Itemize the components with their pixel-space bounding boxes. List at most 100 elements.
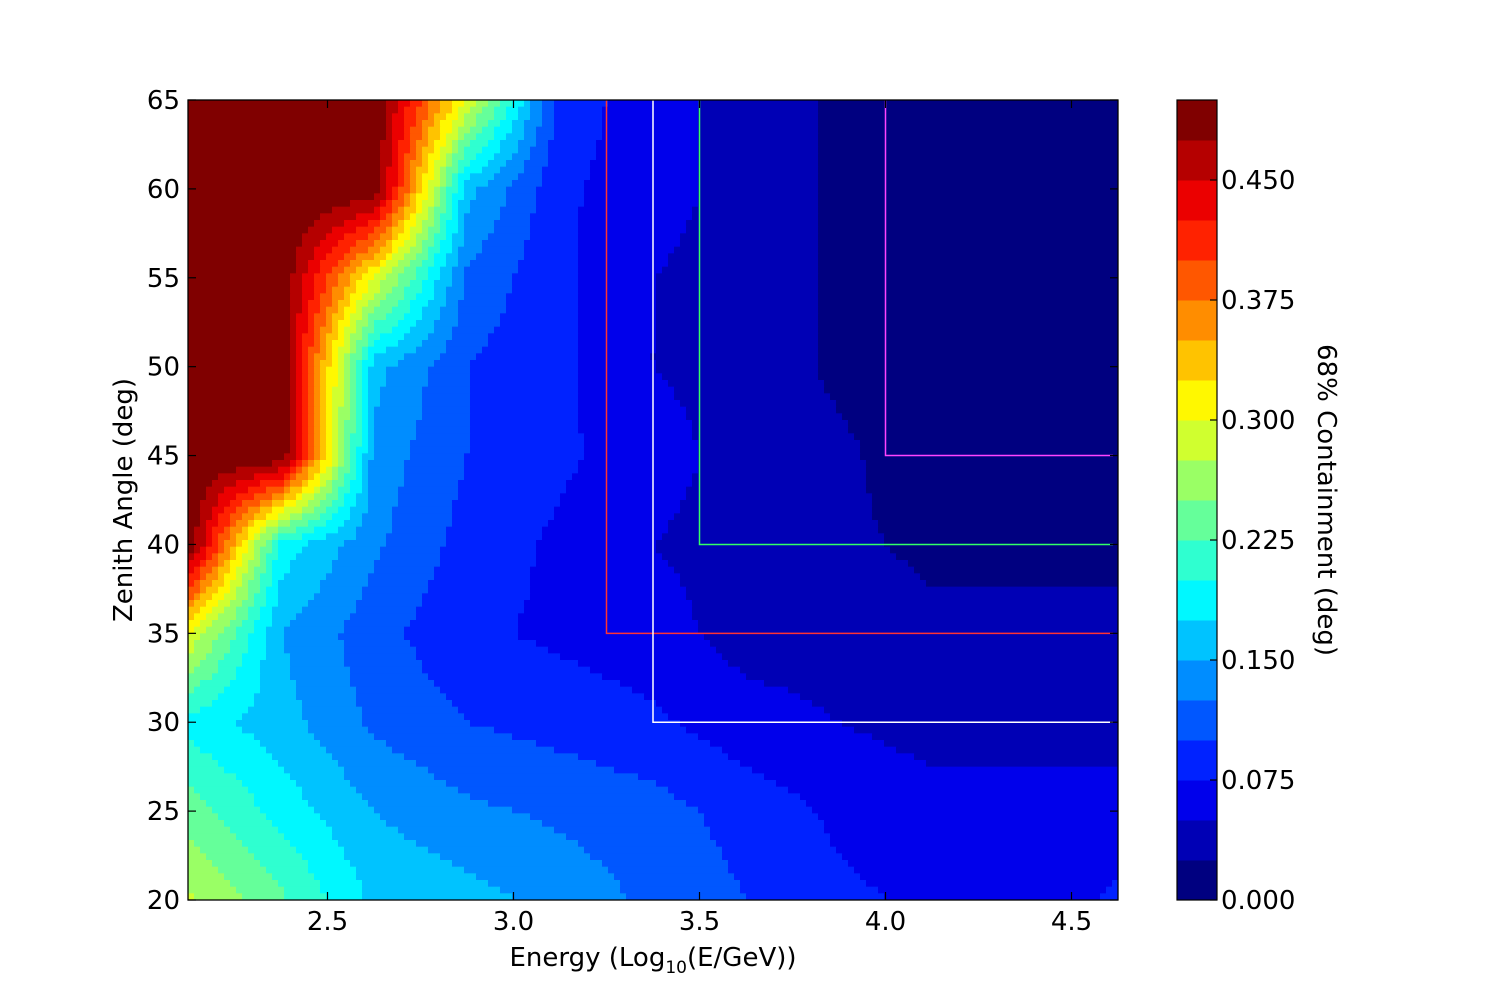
contour-cell (314, 400, 321, 408)
contour-cell (308, 446, 315, 454)
contour-cell (854, 433, 1118, 441)
contour-cell (188, 373, 291, 381)
contour-cell (326, 820, 387, 828)
contour-cell (488, 160, 507, 168)
contour-cell (698, 460, 867, 468)
contour-cell (248, 846, 297, 854)
overlay-box (605, 100, 1113, 635)
contour-cell (188, 453, 285, 461)
contour-cell (290, 400, 297, 408)
contour-cell (524, 120, 543, 128)
contour-cell (506, 200, 537, 208)
contour-cell (320, 260, 339, 268)
contour-cell (314, 806, 375, 814)
contour-cell (212, 646, 231, 654)
contour-cell (296, 500, 309, 508)
contour-cell (338, 440, 345, 448)
contour-cell (188, 260, 297, 268)
contour-cell (254, 573, 261, 581)
contour-cell (428, 206, 435, 214)
contour-cell (254, 600, 267, 608)
contour-cell (362, 460, 369, 468)
contour-cell (188, 866, 219, 874)
contour-cell (194, 626, 207, 634)
contour-cell (236, 466, 279, 474)
contour-cell (284, 486, 291, 494)
contour-cell (434, 200, 441, 208)
contour-cell (404, 286, 423, 294)
contour-cell (824, 386, 1118, 394)
contour-cell (698, 100, 819, 108)
contour-cell (188, 520, 201, 528)
contour-cell (380, 173, 387, 181)
colorbar-tick-label: 0.225 (1221, 526, 1295, 556)
contour-cell (296, 440, 303, 448)
contour-cell (272, 606, 303, 614)
contour-cell (404, 120, 417, 128)
contour-cell (188, 333, 291, 341)
contour-cell (302, 440, 309, 448)
contour-cell (290, 420, 297, 428)
contour-cell (410, 280, 423, 288)
contour-cell (374, 566, 435, 574)
contour-cell (686, 493, 873, 501)
contour-cell (404, 833, 567, 841)
contour-cell (458, 200, 471, 208)
contour-cell (368, 373, 387, 381)
contour-cell (566, 833, 711, 841)
contour-cell (266, 553, 279, 561)
contour-cell (422, 226, 429, 234)
contour-cell (188, 586, 201, 594)
contour-cell (440, 173, 447, 181)
contour-cell (188, 366, 291, 374)
contour-cell (194, 526, 207, 534)
contour-cell (260, 660, 291, 668)
contour-cell (266, 640, 285, 648)
contour-cell (314, 406, 321, 414)
contour-cell (356, 380, 363, 388)
contour-cell (458, 706, 663, 714)
contour-cell (416, 293, 435, 301)
contour-cell (824, 380, 1118, 388)
contour-cell (320, 340, 327, 348)
contour-cell (308, 226, 333, 234)
contour-cell (314, 446, 321, 454)
contour-cell (320, 360, 333, 368)
contour-cell (326, 493, 339, 501)
contour-cell (260, 680, 297, 688)
contour-cell (656, 300, 819, 308)
contour-cell (308, 466, 321, 474)
contour-cell (476, 253, 525, 261)
contour-cell (368, 366, 387, 374)
contour-cell (230, 640, 249, 648)
contour-cell (536, 740, 711, 748)
contour-cell (512, 100, 525, 108)
contour-cell (386, 193, 393, 201)
contour-cell (242, 660, 261, 668)
contour-cell (620, 680, 765, 688)
contour-cell (830, 393, 1118, 401)
contour-cell (188, 553, 195, 561)
contour-cell (278, 526, 297, 534)
contour-cell (290, 566, 333, 574)
contour-cell (320, 740, 387, 748)
contour-cell (218, 613, 237, 621)
contour-cell (302, 420, 309, 428)
contour-cell (338, 546, 381, 554)
contour-cell (836, 400, 1118, 408)
contour-cell (722, 653, 1118, 661)
contour-cell (344, 773, 435, 781)
contour-cell (188, 486, 207, 494)
contour-cell (584, 446, 699, 454)
contour-cell (302, 366, 309, 374)
contour-cell (260, 860, 309, 868)
contour-cell (296, 386, 303, 394)
colorbar-swatch (1177, 100, 1217, 141)
contour-cell (362, 880, 489, 888)
contour-cell (578, 273, 657, 281)
contour-cell (368, 280, 381, 288)
contour-cell (428, 273, 441, 281)
contour-cell (530, 586, 687, 594)
contour-cell (272, 873, 315, 881)
contour-cell (356, 366, 363, 374)
